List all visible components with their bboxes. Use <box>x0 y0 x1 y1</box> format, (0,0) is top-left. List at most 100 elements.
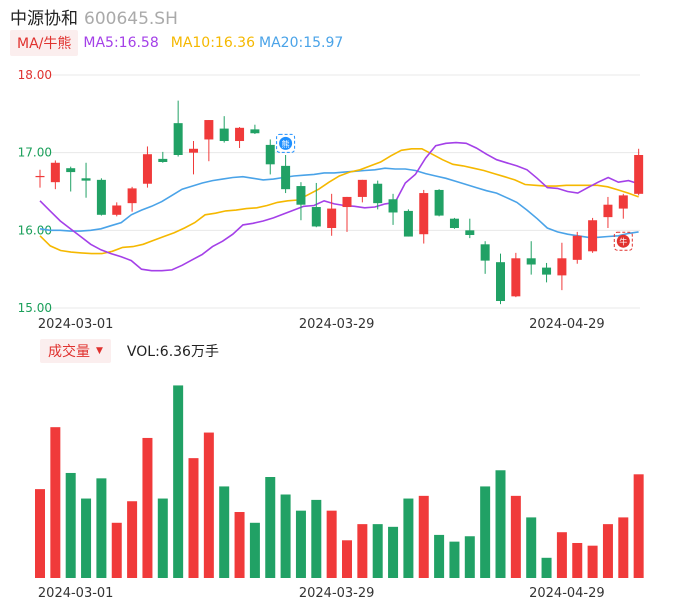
candle-body <box>419 193 429 235</box>
ma5-line <box>39 141 639 272</box>
candle-body <box>449 218 459 229</box>
candle-body <box>480 244 490 261</box>
volume-date-tick-label: 2024-03-29 <box>299 586 375 601</box>
stock-title: 中源协和 600645.SH <box>10 4 178 29</box>
candle-body <box>250 129 260 134</box>
volume-bar <box>295 510 306 578</box>
candle-body <box>81 178 91 181</box>
candle-body <box>112 205 122 215</box>
candle-body <box>327 208 337 229</box>
volume-bar <box>495 470 506 578</box>
stock-name: 中源协和 <box>10 9 78 29</box>
volume-indicator-button[interactable]: 成交量 ▼ <box>40 339 111 363</box>
volume-bar <box>173 385 184 578</box>
candle-body <box>296 186 306 205</box>
volume-bar <box>449 541 460 578</box>
signal-marker-frame <box>276 133 296 153</box>
price-tick-label: 15.00 <box>18 301 52 315</box>
volume-bar <box>556 532 567 578</box>
candle-body <box>96 179 106 215</box>
candle-body <box>127 188 137 204</box>
volume-bar <box>157 498 168 578</box>
volume-date-tick-label: 2024-04-29 <box>529 586 605 601</box>
candle-body <box>603 204 613 218</box>
candle-body <box>158 158 168 162</box>
volume-bar <box>464 536 475 578</box>
volume-bar <box>357 524 368 578</box>
candle-body <box>496 262 505 302</box>
volume-bar <box>65 472 76 578</box>
candle-body <box>142 154 152 184</box>
volume-bar <box>587 545 598 578</box>
volume-bar <box>342 540 352 578</box>
volume-bar <box>96 478 107 578</box>
volume-bar <box>403 498 414 578</box>
date-tick-label: 2024-03-29 <box>299 317 375 332</box>
volume-bar <box>572 542 583 578</box>
volume-date-tick-label: 2024-03-01 <box>38 586 114 601</box>
signal-marker-frame <box>613 231 633 251</box>
ma20-legend-label: MA20:15.97 <box>259 35 344 51</box>
date-tick-label: 2024-03-01 <box>38 317 114 332</box>
signal-marker-label: 熊 <box>282 139 290 149</box>
candle-body <box>373 183 383 204</box>
signal-marker-label: 牛 <box>619 237 627 247</box>
volume-bar <box>127 501 138 578</box>
volume-bar <box>372 524 383 578</box>
volume-bar <box>618 517 629 578</box>
candle-body <box>189 148 198 153</box>
stock-code: 600645.SH <box>84 9 178 29</box>
volume-bar <box>633 474 644 578</box>
price-tick-label: 18.00 <box>18 68 52 82</box>
candle-body <box>173 123 183 155</box>
candle-body <box>311 207 321 227</box>
ma5-legend-label: MA5:16.58 <box>83 35 159 51</box>
candle-body <box>618 195 628 209</box>
candle-body <box>557 258 567 276</box>
candle-body <box>342 196 352 208</box>
price-tick-label: 17.00 <box>18 146 52 160</box>
signal-marker-badge <box>616 234 630 248</box>
candle-body <box>388 199 398 213</box>
volume-value-label: VOL:6.36万手 <box>126 344 219 360</box>
candle-body <box>634 154 644 194</box>
candle-body <box>219 128 229 142</box>
candle-body <box>511 258 521 297</box>
candle-body <box>588 220 598 252</box>
volume-bar <box>265 477 276 578</box>
signal-marker-badge <box>279 136 293 150</box>
volume-bar <box>142 437 153 578</box>
ma-legend: MA/牛熊 MA5:16.58 MA10:16.36 MA20:15.97 <box>10 30 343 56</box>
volume-button-label: 成交量 <box>48 344 90 360</box>
volume-bar <box>541 557 552 578</box>
volume-bar <box>35 489 45 578</box>
candle-body <box>526 258 536 265</box>
volume-bar <box>50 427 61 578</box>
candle-body <box>50 162 60 183</box>
candle-body <box>66 168 76 173</box>
volume-bar <box>526 517 537 578</box>
volume-bar <box>188 458 199 578</box>
volume-bar <box>326 510 337 578</box>
volume-bar <box>249 522 260 578</box>
volume-bar <box>203 432 214 578</box>
candle-body <box>542 267 552 275</box>
candle-body <box>357 179 367 197</box>
volume-bar <box>280 494 291 578</box>
ma10-line <box>39 148 639 255</box>
volume-bar <box>111 522 122 578</box>
volume-bar <box>219 486 230 578</box>
ma-indicator-button[interactable]: MA/牛熊 <box>10 30 79 56</box>
candle-body <box>572 235 582 260</box>
volume-bar <box>434 534 445 578</box>
candle-body <box>265 144 275 165</box>
candle-body <box>434 189 444 216</box>
volume-bar <box>510 495 521 578</box>
candle-body <box>281 165 291 190</box>
candle-body <box>465 230 475 235</box>
date-tick-label: 2024-04-29 <box>529 317 605 332</box>
volume-bar <box>480 486 491 578</box>
volume-bar <box>81 498 92 578</box>
volume-bar <box>602 524 613 578</box>
